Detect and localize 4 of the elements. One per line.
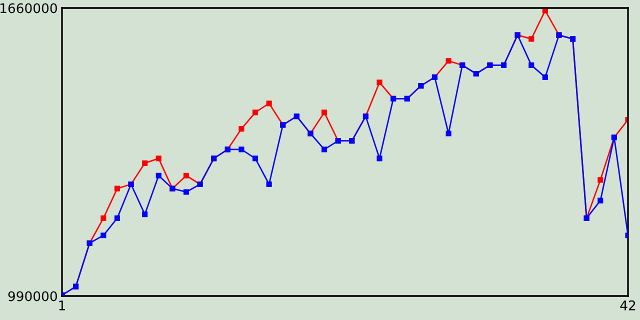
x-tick-label: 1	[59, 300, 65, 310]
y-tick-label: 990000	[8, 291, 57, 302]
x-tick-label: 42	[620, 300, 636, 310]
y-tick-label: 1660000	[0, 3, 57, 14]
